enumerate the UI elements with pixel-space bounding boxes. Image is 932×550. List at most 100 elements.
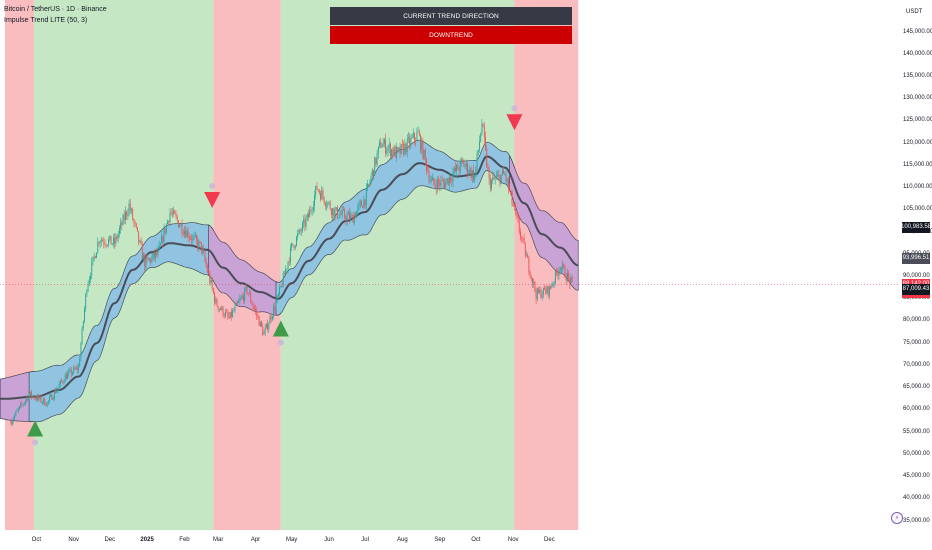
candle-body <box>448 176 450 185</box>
candle-body <box>389 143 391 157</box>
candle-body <box>261 321 262 327</box>
candle-body <box>370 176 372 182</box>
price-badge: 100,983.58 <box>901 222 931 234</box>
candle-body <box>275 301 277 310</box>
candle-body <box>500 174 502 184</box>
candle-body <box>127 213 129 216</box>
candle-body <box>179 225 181 228</box>
trend-zones <box>5 0 579 530</box>
price-badge: 87,009.43 <box>902 284 930 296</box>
candle-body <box>92 256 94 262</box>
candle-body <box>155 252 157 258</box>
candle-body <box>544 287 545 290</box>
candle-body <box>187 230 189 238</box>
candle-body <box>409 137 411 146</box>
price-tick-label: 110,000.00 <box>903 184 932 191</box>
candle-body <box>35 398 37 400</box>
candle-body <box>70 369 72 375</box>
candle-body <box>556 270 558 273</box>
candle-body <box>406 138 408 153</box>
candle-body <box>58 384 60 388</box>
candle-body <box>328 202 330 204</box>
candle-body <box>566 272 568 281</box>
candle-body <box>316 186 318 190</box>
candle-body <box>39 396 41 399</box>
candle-body <box>336 207 338 218</box>
lightning-bolt-icon[interactable]: ⚡ <box>891 512 903 524</box>
time-tick-label: Apr <box>250 537 261 543</box>
candle-body <box>355 214 356 218</box>
candle-body <box>386 150 388 154</box>
candle-body <box>32 395 34 397</box>
candle-body <box>571 277 573 280</box>
candle-body <box>442 180 444 183</box>
candle-body <box>348 212 350 220</box>
candle-body <box>151 256 153 263</box>
candle-body <box>203 248 205 253</box>
candle-body <box>398 147 400 150</box>
candle-body <box>326 205 328 207</box>
candle-body <box>273 306 275 317</box>
candle-body <box>163 228 165 243</box>
candle-body <box>11 421 13 425</box>
candle-body <box>277 294 279 296</box>
candle-body <box>194 235 196 237</box>
candle-body <box>548 286 550 296</box>
candle-body <box>205 260 207 266</box>
candle-body <box>247 293 249 294</box>
candle-body <box>114 237 116 244</box>
symbol-title[interactable]: Bitcoin / TetherUS · 1D · Binance <box>4 6 107 13</box>
indicator-title[interactable]: Impulse Trend LITE (50, 3) <box>4 17 88 24</box>
candle-body <box>415 139 417 141</box>
candle-body <box>139 240 141 243</box>
candle-body <box>492 176 494 181</box>
candle-body <box>129 203 131 211</box>
candle-body <box>47 400 49 403</box>
time-axis-background[interactable] <box>0 530 932 550</box>
candle-body <box>198 241 200 248</box>
candle-body <box>143 255 144 259</box>
candle-body <box>72 372 73 375</box>
candle-body <box>379 141 381 147</box>
candle-body <box>158 245 160 250</box>
candle-body <box>110 235 112 245</box>
candle-body <box>223 315 225 317</box>
candle-body <box>105 244 107 246</box>
candle-body <box>162 236 164 243</box>
candle-body <box>215 299 217 303</box>
candle-body <box>467 162 468 174</box>
candle-body <box>288 261 290 263</box>
candle-body <box>414 133 415 140</box>
candle-body <box>98 242 100 244</box>
candle-body <box>411 137 413 138</box>
price-tick-label: 35,000.00 <box>903 517 930 524</box>
candle-body <box>327 202 329 206</box>
candle-body <box>547 286 549 296</box>
candle-body <box>121 222 123 226</box>
candle-body <box>522 238 524 239</box>
candle-body <box>109 235 111 240</box>
candle-body <box>10 420 12 425</box>
candle-body <box>45 405 47 406</box>
candle-body <box>152 252 154 257</box>
candle-body <box>29 391 31 395</box>
candle-body <box>157 249 159 256</box>
candle-body <box>182 233 184 235</box>
candle-body <box>112 237 114 244</box>
candle-body <box>465 162 467 166</box>
candle-body <box>303 219 305 224</box>
candle-body <box>382 143 384 148</box>
candle-body <box>150 258 152 263</box>
candle-body <box>318 190 320 193</box>
candle-body <box>542 287 544 295</box>
candle-body <box>395 147 397 158</box>
candle-body <box>344 209 346 218</box>
signal-marker-dot <box>32 439 39 446</box>
candle-body <box>436 179 438 190</box>
candle-body <box>21 403 23 405</box>
candle-body <box>270 316 272 320</box>
candle-body <box>27 397 29 400</box>
candle-body <box>477 149 479 153</box>
price-axis-background[interactable] <box>900 0 932 550</box>
